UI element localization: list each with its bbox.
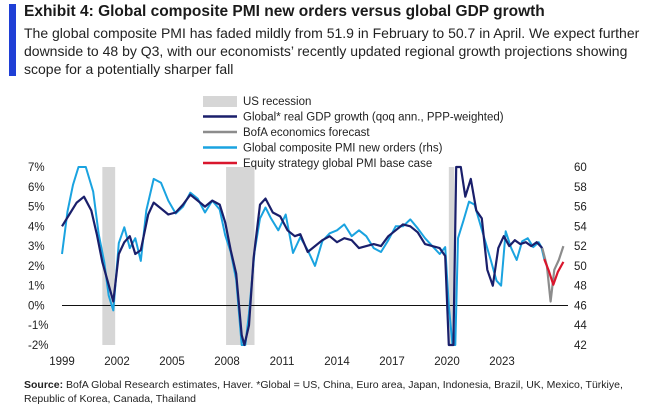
right-tick-label: 56: [574, 202, 587, 214]
left-axis-ticks: 7% 6% 5% 4% 3% 2% 1% 0% -1% -2%: [28, 162, 48, 352]
x-tick-label: 2014: [324, 356, 350, 368]
exhibit-subtitle: The global composite PMI has faded mildl…: [24, 25, 640, 77]
x-tick-label: 2017: [379, 356, 405, 368]
left-tick-label: -2%: [28, 340, 48, 352]
accent-bar: [9, 4, 16, 76]
series-line-pmi: [61, 166, 546, 346]
x-tick-label: 2020: [434, 356, 460, 368]
left-tick-label: 4%: [28, 221, 45, 233]
x-tick-label: 1999: [49, 356, 75, 368]
right-tick-label: 54: [574, 221, 587, 233]
right-tick-label: 42: [574, 340, 587, 352]
recession-bands: [102, 167, 455, 345]
right-tick-label: 50: [574, 261, 587, 273]
left-tick-label: 5%: [28, 202, 45, 214]
right-axis-ticks: 60 58 56 54 52 50 48 46 44 42: [574, 162, 587, 352]
series-line-forecast: [541, 245, 565, 303]
x-axis-ticks: 1999 2002 2005 2008 2011 2014 2017 2020 2023: [49, 356, 515, 368]
series-lines: [61, 165, 565, 347]
left-tick-label: 6%: [28, 182, 45, 194]
x-tick-label: 2002: [104, 356, 130, 368]
x-tick-label: 2005: [159, 356, 185, 368]
right-tick-label: 58: [574, 182, 587, 194]
x-tick-label: 2023: [489, 356, 515, 368]
recession-band-0: [102, 167, 116, 345]
legend-label-equity: Equity strategy global PMI base case: [243, 158, 432, 170]
right-tick-label: 44: [574, 320, 587, 332]
left-tick-label: 3%: [28, 241, 45, 253]
left-tick-label: 7%: [28, 162, 45, 174]
legend-label-pmi: Global composite PMI new orders (rhs): [243, 143, 443, 155]
left-tick-label: 2%: [28, 261, 45, 273]
series-line-gdp: [61, 165, 544, 347]
right-tick-label: 46: [574, 300, 587, 312]
legend-label-forecast: BofA economics forecast: [243, 127, 370, 139]
recession-band-2: [448, 167, 455, 345]
legend-swatch-recession: [203, 96, 237, 107]
legend: US recession Global* real GDP growth (qoq…: [203, 96, 504, 170]
exhibit-title: Exhibit 4: Global composite PMI new orde…: [24, 3, 545, 20]
source-text: BofA Global Research estimates, Haver. *…: [24, 379, 623, 405]
legend-label-gdp: Global* real GDP growth (qoq ann., PPP-w…: [243, 112, 504, 124]
right-tick-label: 52: [574, 241, 587, 253]
right-tick-label: 48: [574, 281, 587, 293]
left-tick-label: -1%: [28, 320, 48, 332]
legend-label-recession: US recession: [243, 96, 311, 108]
series-line-equity: [543, 258, 565, 286]
left-tick-label: 1%: [28, 281, 45, 293]
x-tick-label: 2011: [270, 356, 295, 368]
left-tick-label: 0%: [28, 300, 45, 312]
source-label: Source:: [24, 379, 64, 391]
x-tick-label: 2008: [214, 356, 240, 368]
source-note: Source: BofA Global Research estimates, …: [24, 378, 654, 406]
right-tick-label: 60: [574, 162, 587, 174]
